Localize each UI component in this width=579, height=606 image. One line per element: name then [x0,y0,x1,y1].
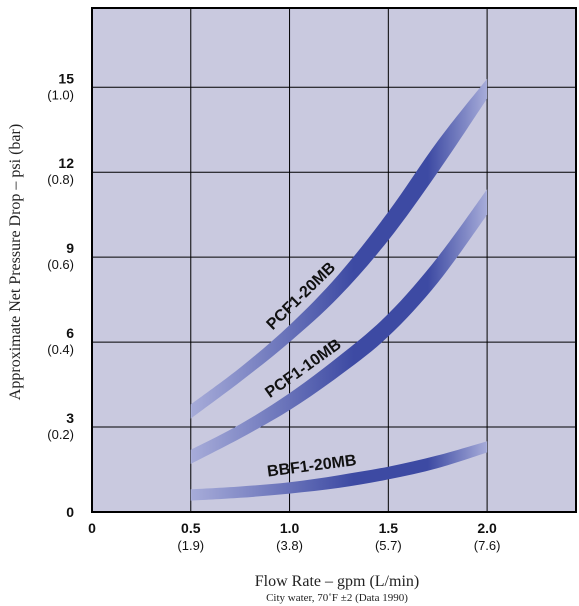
x-axis-title: Flow Rate – gpm (L/min) [255,573,419,590]
series-band-pcf1-20mb [190,78,488,419]
y-tick-label: 12 [58,155,74,171]
y-tick-label: 0 [66,504,74,520]
y-tick-label: 9 [66,240,74,256]
y-tick-sublabel: (1.0) [47,87,74,102]
x-tick-label: 2.0 [477,520,497,536]
y-tick-sublabel: (0.4) [47,342,74,357]
grid-lines [92,8,576,512]
plot-area [92,8,576,512]
x-axis-ticks: 0 0.5 (1.9) 1.0 (3.8) 1.5 (5.7) 2.0 (7.6) [88,520,500,553]
x-tick-sublabel: (7.6) [474,538,501,553]
series-band-pcf1-10mb [190,189,488,464]
y-tick-label: 3 [66,410,74,426]
x-tick-label: 0.5 [181,520,201,536]
y-tick-label: 15 [58,70,74,86]
series-bands [190,78,488,501]
x-tick-label: 1.0 [280,520,300,536]
x-tick-sublabel: (3.8) [276,538,303,553]
y-tick-sublabel: (0.6) [47,257,74,272]
x-tick-sublabel: (1.9) [177,538,204,553]
x-tick-label: 0 [88,520,96,536]
y-tick-sublabel: (0.8) [47,172,74,187]
y-tick-label: 6 [66,325,74,341]
plot-frame [91,7,577,513]
x-tick-label: 1.5 [379,520,399,536]
y-axis-title: Approximate Net Pressure Drop – psi (bar… [7,124,24,400]
y-tick-sublabel: (0.2) [47,427,74,442]
series-band-bbf1-20mb [190,441,488,501]
chart-note: City water, 70˚F ±2 (Data 1990) [266,592,408,604]
x-tick-sublabel: (5.7) [375,538,402,553]
y-axis-ticks: 0 3(0.2) 6(0.4) 9(0.6) 12(0.8) 15(1.0) [47,70,74,520]
